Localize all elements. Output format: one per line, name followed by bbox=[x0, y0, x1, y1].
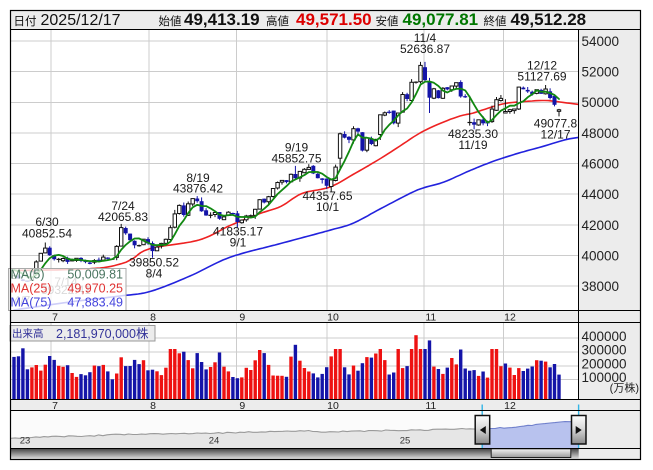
svg-text:7/24: 7/24 bbox=[111, 199, 135, 213]
svg-text:49,077.81: 49,077.81 bbox=[403, 10, 479, 29]
svg-text:300000: 300000 bbox=[582, 343, 627, 358]
svg-text:MA(25): MA(25) bbox=[11, 282, 52, 296]
svg-text:MA(5): MA(5) bbox=[11, 268, 45, 282]
svg-text:8: 8 bbox=[150, 311, 156, 323]
svg-text:日付: 日付 bbox=[14, 15, 37, 28]
svg-text:48000: 48000 bbox=[582, 126, 620, 141]
svg-text:11: 11 bbox=[425, 400, 436, 412]
svg-text:48235.30: 48235.30 bbox=[448, 127, 498, 141]
svg-text:50,009.81: 50,009.81 bbox=[67, 268, 123, 282]
svg-text:49077.8: 49077.8 bbox=[534, 117, 578, 131]
svg-text:49,970.25: 49,970.25 bbox=[67, 282, 123, 296]
svg-text:44000: 44000 bbox=[582, 187, 620, 202]
svg-text:(万株): (万株) bbox=[610, 381, 639, 395]
svg-text:47,883.49: 47,883.49 bbox=[67, 296, 123, 310]
svg-text:7: 7 bbox=[52, 400, 58, 412]
svg-text:49,512.28: 49,512.28 bbox=[511, 10, 587, 29]
svg-text:44357.65: 44357.65 bbox=[302, 189, 352, 203]
svg-text:49,571.50: 49,571.50 bbox=[296, 10, 372, 29]
svg-text:2,181,970,000株: 2,181,970,000株 bbox=[56, 326, 149, 341]
svg-text:出来高: 出来高 bbox=[12, 327, 44, 340]
svg-text:42000: 42000 bbox=[582, 218, 620, 233]
svg-text:MA(75): MA(75) bbox=[11, 296, 52, 310]
svg-text:12: 12 bbox=[504, 400, 516, 412]
svg-text:40000: 40000 bbox=[582, 248, 620, 263]
svg-text:8/4: 8/4 bbox=[146, 267, 163, 281]
svg-text:200000: 200000 bbox=[582, 356, 627, 371]
svg-text:52000: 52000 bbox=[582, 65, 620, 80]
svg-text:8: 8 bbox=[150, 400, 156, 412]
svg-text:2025/12/17: 2025/12/17 bbox=[41, 12, 121, 29]
svg-text:100000: 100000 bbox=[582, 370, 627, 385]
svg-text:25: 25 bbox=[400, 436, 411, 447]
svg-text:46000: 46000 bbox=[582, 157, 620, 172]
svg-text:6/30: 6/30 bbox=[35, 215, 59, 229]
svg-text:52636.87: 52636.87 bbox=[400, 42, 450, 56]
svg-text:49,413.19: 49,413.19 bbox=[184, 10, 260, 29]
svg-text:12: 12 bbox=[504, 311, 516, 323]
svg-text:42065.83: 42065.83 bbox=[98, 210, 148, 224]
svg-text:43876.42: 43876.42 bbox=[173, 182, 223, 196]
svg-text:10: 10 bbox=[327, 311, 339, 323]
svg-text:12/12: 12/12 bbox=[527, 59, 557, 73]
svg-text:7: 7 bbox=[52, 311, 58, 323]
svg-text:終値: 終値 bbox=[484, 14, 507, 28]
svg-text:9/1: 9/1 bbox=[230, 236, 247, 250]
svg-text:9: 9 bbox=[239, 311, 245, 323]
svg-text:39850.52: 39850.52 bbox=[129, 256, 179, 270]
svg-text:24: 24 bbox=[209, 436, 220, 447]
svg-text:54000: 54000 bbox=[582, 34, 620, 49]
svg-text:9/19: 9/19 bbox=[285, 141, 309, 155]
svg-text:11/19: 11/19 bbox=[458, 138, 487, 152]
svg-text:始値: 始値 bbox=[159, 14, 182, 28]
svg-text:45852.75: 45852.75 bbox=[271, 152, 321, 166]
svg-text:400000: 400000 bbox=[582, 329, 627, 344]
svg-text:10: 10 bbox=[327, 400, 339, 412]
svg-text:40852.54: 40852.54 bbox=[22, 227, 72, 241]
svg-text:12/17: 12/17 bbox=[540, 127, 570, 141]
svg-text:41835.17: 41835.17 bbox=[213, 225, 263, 239]
svg-text:11/4: 11/4 bbox=[414, 31, 437, 45]
svg-text:10/1: 10/1 bbox=[316, 200, 340, 214]
svg-text:8/19: 8/19 bbox=[186, 171, 210, 185]
svg-text:安値: 安値 bbox=[376, 14, 399, 28]
svg-text:38000: 38000 bbox=[582, 279, 620, 294]
svg-text:51127.69: 51127.69 bbox=[517, 70, 566, 84]
svg-text:50000: 50000 bbox=[582, 95, 620, 110]
svg-text:高値: 高値 bbox=[266, 14, 289, 28]
svg-text:11: 11 bbox=[425, 311, 436, 323]
svg-text:9: 9 bbox=[239, 400, 245, 412]
svg-text:23: 23 bbox=[20, 436, 31, 447]
